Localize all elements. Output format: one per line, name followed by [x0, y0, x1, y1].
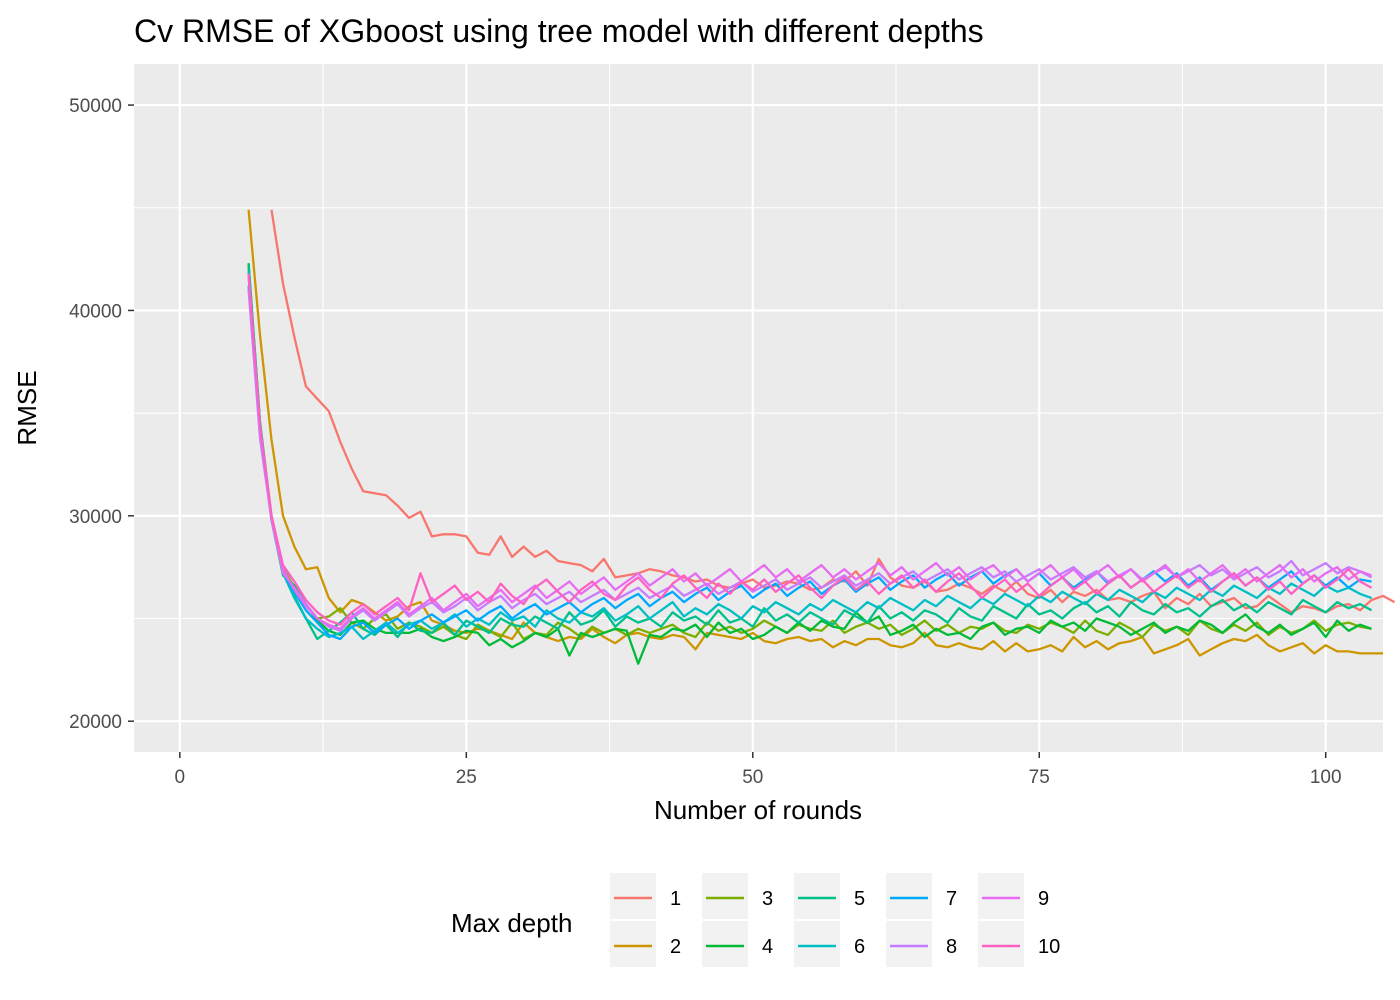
- series-line-depth-2: [247, 209, 1383, 657]
- legend-key: [978, 921, 1024, 967]
- legend-label-depth-6: 6: [854, 936, 865, 958]
- y-axis: 20000 30000 40000 50000: [69, 96, 134, 733]
- series-line-depth-7: [247, 285, 1372, 641]
- gridlines: [134, 64, 1383, 752]
- series-line-depth-6: [247, 271, 1372, 641]
- x-axis: 0 25 50 75 100: [175, 752, 1342, 788]
- chart-title: Cv RMSE of XGboost using tree model with…: [134, 13, 984, 49]
- legend-label-depth-8: 8: [946, 936, 957, 958]
- x-tick-label: 0: [175, 767, 186, 788]
- x-axis-title: Number of rounds: [654, 795, 862, 825]
- y-tick-label: 20000: [69, 712, 122, 733]
- legend-label-depth-5: 5: [854, 888, 865, 910]
- series-line-depth-1: [270, 209, 1396, 614]
- legend-label-depth-9: 9: [1038, 888, 1049, 910]
- legend-label-depth-2: 2: [670, 936, 681, 958]
- x-tick-label: 25: [456, 767, 477, 788]
- series-line-depth-5: [247, 265, 1373, 641]
- legend-key: [886, 873, 932, 919]
- series-line-depth-9: [247, 277, 1372, 630]
- x-tick-label: 75: [1029, 767, 1050, 788]
- legend-key: [610, 873, 656, 919]
- legend-key: [794, 921, 840, 967]
- y-tick-label: 50000: [69, 96, 122, 117]
- legend-label-depth-10: 10: [1038, 936, 1060, 958]
- series-line-depth-10: [247, 273, 1373, 626]
- y-tick-label: 30000: [69, 507, 122, 528]
- legend: 1 2 3 4 5 6 7 8 9 10: [610, 873, 1060, 967]
- legend-key: [610, 921, 656, 967]
- y-tick-label: 40000: [69, 301, 122, 322]
- series-lines: [247, 209, 1396, 665]
- legend-label-depth-1: 1: [670, 888, 681, 910]
- series-line-depth-4: [247, 263, 1372, 665]
- legend-title: Max depth: [451, 908, 572, 938]
- x-tick-label: 50: [742, 767, 763, 788]
- y-axis-title: RMSE: [12, 370, 42, 445]
- legend-label-depth-3: 3: [762, 888, 773, 910]
- legend-key: [886, 921, 932, 967]
- legend-key: [702, 921, 748, 967]
- legend-key: [794, 873, 840, 919]
- x-tick-label: 100: [1310, 767, 1342, 788]
- legend-key: [978, 873, 1024, 919]
- legend-key: [702, 873, 748, 919]
- legend-label-depth-4: 4: [762, 936, 773, 958]
- legend-label-depth-7: 7: [946, 888, 957, 910]
